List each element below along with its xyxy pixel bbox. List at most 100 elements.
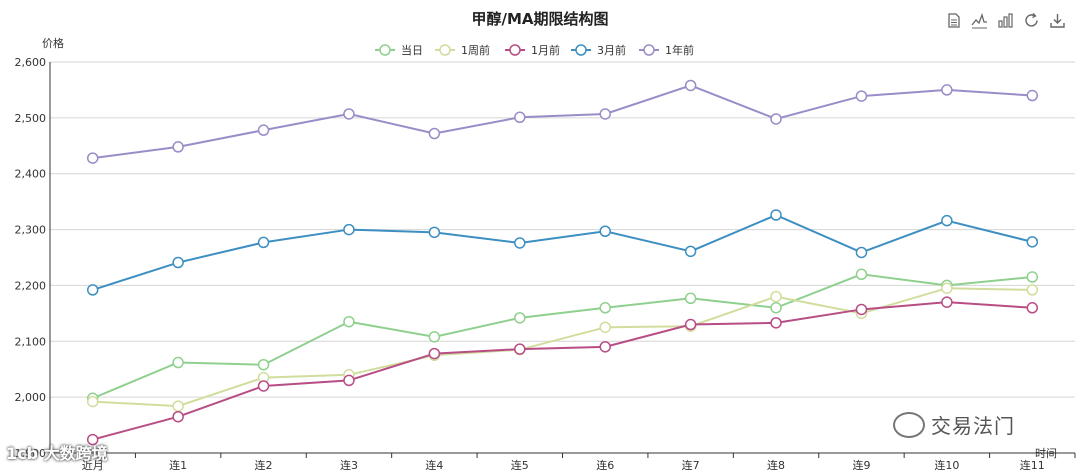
save-image-icon[interactable] [1049, 12, 1066, 29]
data-point[interactable] [599, 225, 611, 237]
series-line [92, 301, 1033, 441]
restore-icon[interactable] [1023, 12, 1040, 29]
data-point[interactable] [1026, 284, 1039, 296]
corner-watermark: 1cb 大数跨境 [6, 444, 108, 463]
series-2 [86, 282, 1039, 412]
data-point[interactable] [428, 226, 441, 239]
data-point[interactable] [86, 152, 99, 164]
data-point[interactable] [599, 341, 611, 353]
legend-label: 1月前 [531, 43, 560, 57]
data-point[interactable] [941, 214, 953, 227]
y-tick-label: 2,500 [15, 112, 47, 125]
legend-label: 1周前 [461, 43, 490, 57]
data-point[interactable] [257, 124, 270, 136]
data-point[interactable] [514, 312, 526, 324]
data-point[interactable] [428, 347, 441, 360]
data-point[interactable] [684, 292, 697, 305]
legend-marker [379, 44, 391, 56]
x-tick-label: 连2 [255, 459, 273, 472]
data-point[interactable] [172, 356, 184, 369]
data-point[interactable] [855, 303, 868, 316]
data-point[interactable] [941, 84, 953, 96]
data-view-icon[interactable] [945, 12, 962, 29]
data-point[interactable] [514, 111, 526, 124]
data-point[interactable] [770, 317, 782, 329]
data-point[interactable] [172, 256, 184, 269]
data-point[interactable] [257, 371, 270, 384]
data-point[interactable] [684, 320, 697, 332]
data-point[interactable] [770, 290, 782, 303]
data-point[interactable] [941, 282, 953, 294]
data-point[interactable] [343, 369, 355, 381]
legend-item[interactable]: 1周前 [435, 43, 490, 57]
data-point[interactable] [514, 343, 526, 356]
data-point[interactable] [770, 209, 782, 221]
legend-item[interactable]: 1月前 [505, 43, 560, 57]
legend-label: 当日 [401, 43, 423, 57]
x-axis-label: 时间 [1035, 447, 1057, 460]
data-point[interactable] [1026, 89, 1039, 102]
legend-item[interactable]: 当日 [375, 43, 423, 57]
data-point[interactable] [855, 307, 868, 320]
data-point[interactable] [86, 395, 99, 408]
data-point[interactable] [257, 236, 270, 249]
data-point[interactable] [1026, 302, 1039, 314]
chart-toolbar [945, 12, 1066, 29]
chart-title: 甲醇/MA期限结构图 [471, 10, 609, 28]
y-tick-label: 2,600 [15, 56, 47, 69]
data-point[interactable] [770, 113, 782, 125]
data-point[interactable] [343, 223, 355, 236]
data-point[interactable] [428, 331, 441, 343]
data-point[interactable] [684, 245, 697, 258]
data-point[interactable] [257, 358, 270, 371]
data-point[interactable] [770, 302, 782, 314]
data-point[interactable] [599, 321, 611, 334]
x-tick-label: 连8 [767, 459, 785, 472]
data-point[interactable] [855, 246, 868, 259]
legend-item[interactable]: 3月前 [571, 43, 626, 57]
data-point[interactable] [428, 127, 441, 140]
data-point[interactable] [684, 79, 697, 92]
series-4 [86, 209, 1039, 296]
data-point[interactable] [86, 284, 99, 296]
y-axis-label: 价格 [42, 36, 64, 50]
data-point[interactable] [684, 318, 697, 331]
data-point[interactable] [514, 237, 526, 249]
x-tick-label: 连4 [425, 459, 443, 472]
data-point[interactable] [343, 315, 355, 328]
data-point[interactable] [1026, 236, 1039, 248]
x-tick-label: 连7 [682, 459, 700, 472]
data-point[interactable] [514, 343, 526, 355]
data-point[interactable] [257, 380, 270, 392]
data-point[interactable] [172, 141, 184, 153]
data-point[interactable] [1026, 271, 1039, 283]
legend-marker [643, 44, 655, 56]
bar-switch-icon[interactable] [997, 12, 1014, 29]
x-tick-label: 连5 [511, 459, 529, 472]
data-point[interactable] [941, 296, 953, 308]
legend: 当日 1周前 1月前 3月前 1年前 [375, 43, 694, 57]
y-tick-label: 2,400 [15, 168, 47, 181]
data-point[interactable] [343, 374, 355, 387]
data-point[interactable] [855, 268, 868, 281]
data-point[interactable] [855, 90, 868, 102]
legend-label: 1年前 [665, 43, 694, 57]
legend-item[interactable]: 1年前 [639, 43, 694, 57]
y-tick-label: 2,100 [15, 335, 47, 348]
data-point[interactable] [599, 302, 611, 314]
data-point[interactable] [86, 392, 99, 405]
data-point[interactable] [172, 410, 184, 423]
series-line [92, 273, 1033, 400]
data-point[interactable] [172, 400, 184, 412]
series-layer [86, 79, 1039, 446]
data-point[interactable] [599, 108, 611, 120]
x-tick-label: 连1 [169, 459, 187, 472]
line-switch-icon[interactable] [971, 12, 988, 29]
legend-marker [509, 44, 521, 56]
data-point[interactable] [941, 279, 953, 292]
y-tick-label: 2,200 [15, 279, 47, 292]
data-point[interactable] [343, 108, 355, 120]
data-point[interactable] [428, 349, 441, 361]
